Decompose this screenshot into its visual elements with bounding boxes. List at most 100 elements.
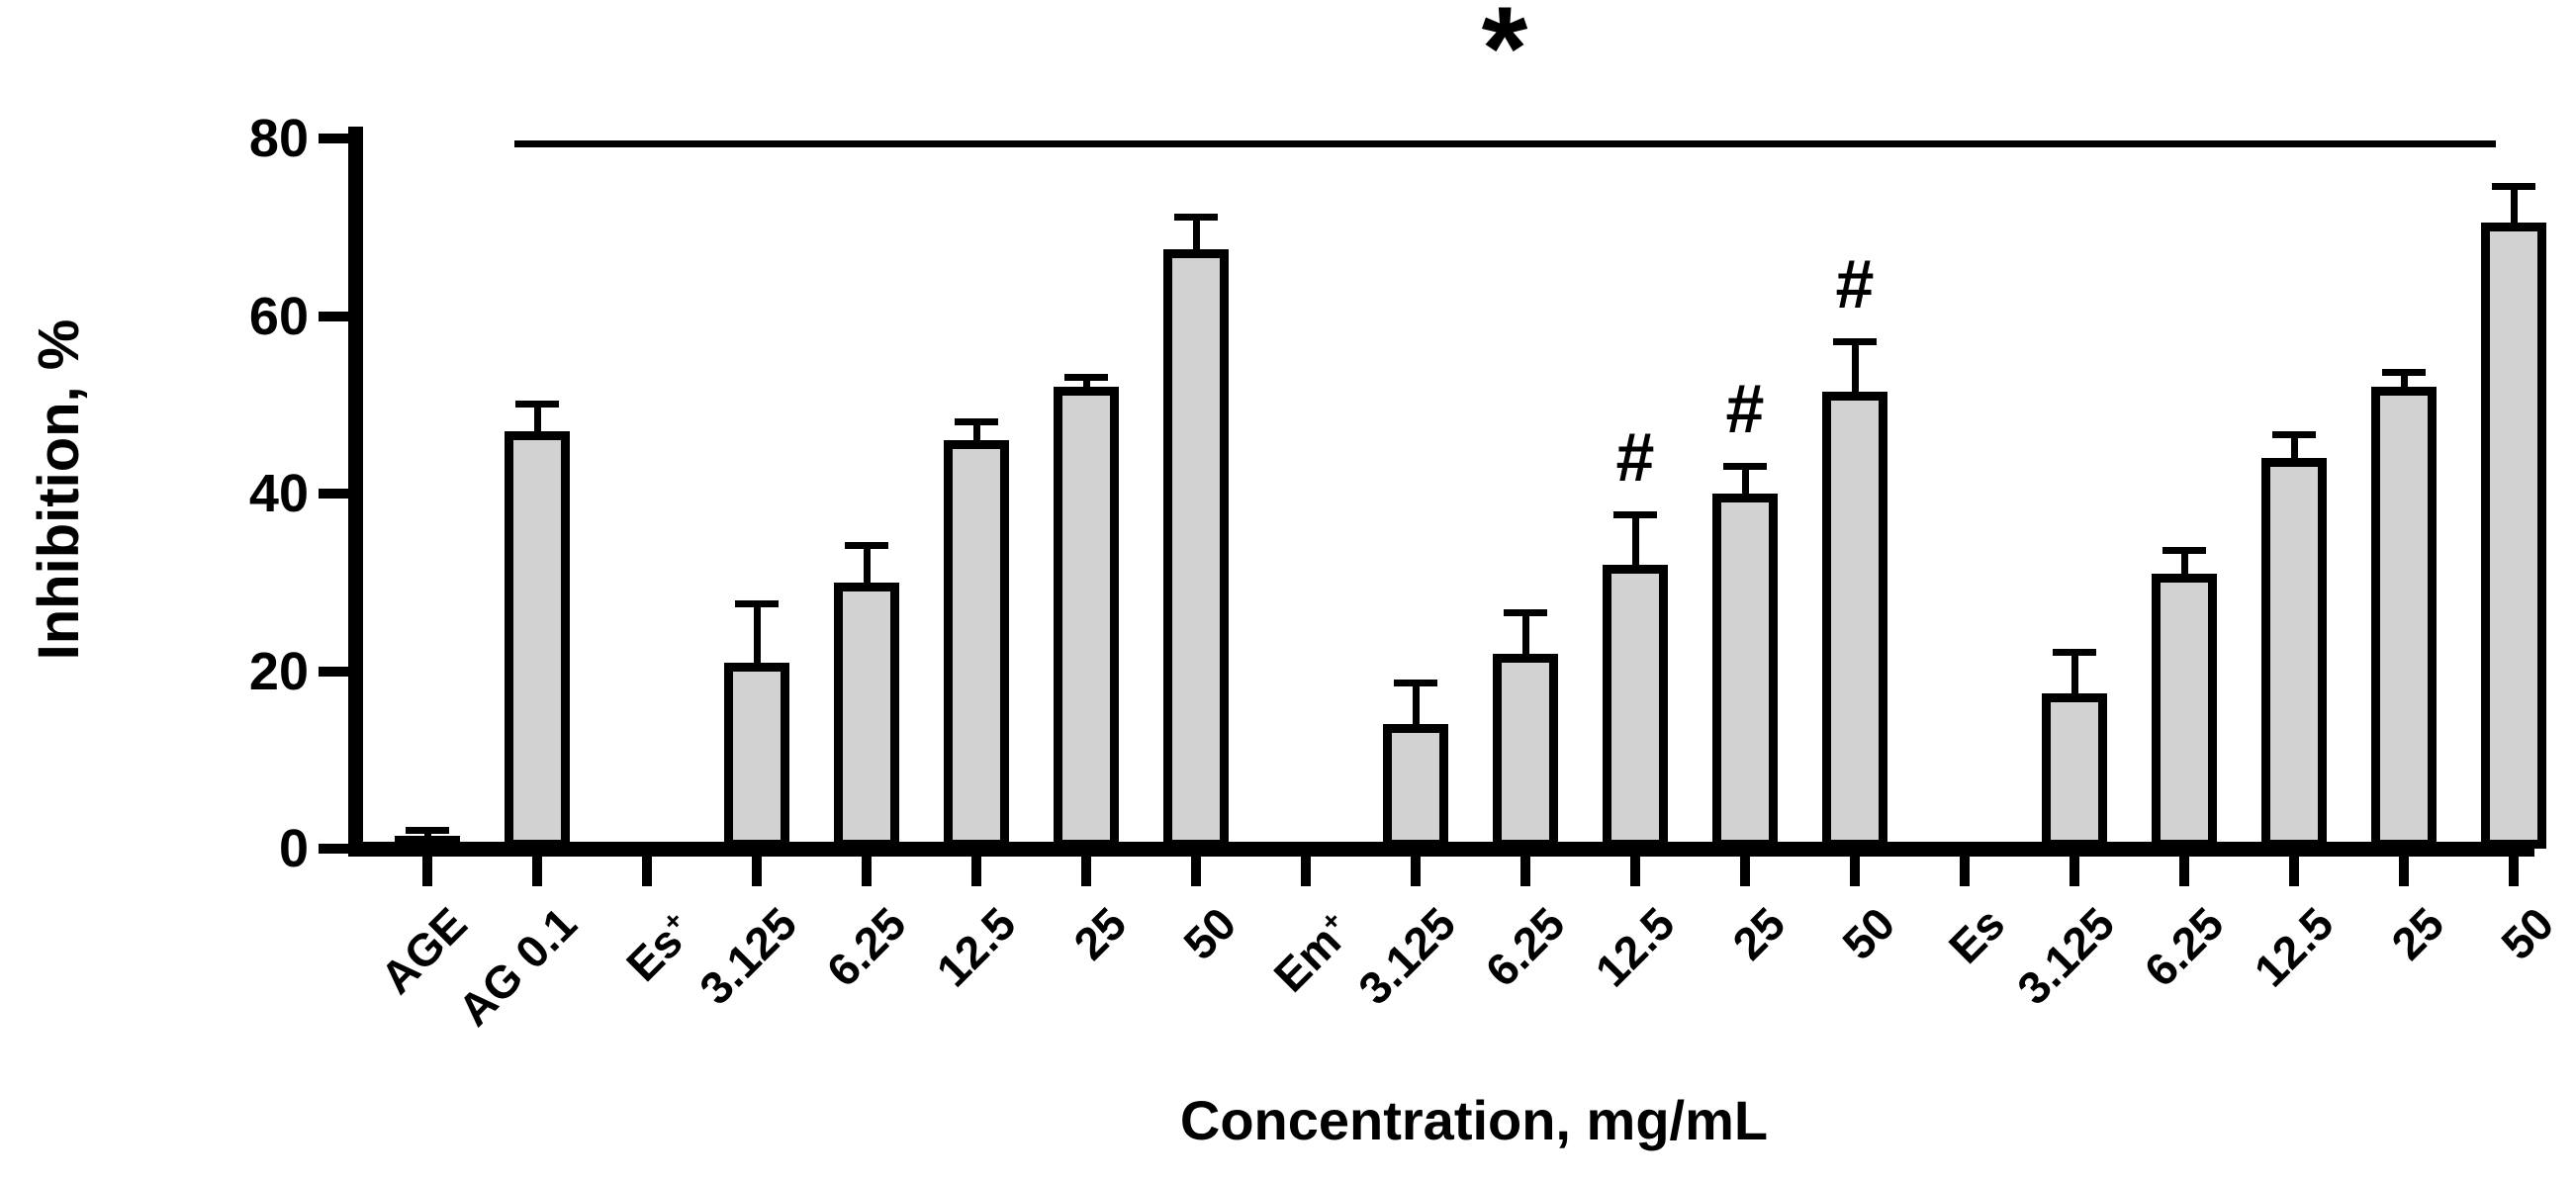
x-tick-label-text: Es+ [615, 904, 692, 991]
error-bar-cap [2492, 182, 2535, 190]
x-tick-label-text: 25 [1063, 897, 1137, 970]
significance-star: * [1481, 0, 1528, 115]
bar [1163, 249, 1229, 849]
error-bar [1192, 214, 1200, 255]
error-bar-cap [2382, 369, 2426, 377]
x-tick [1630, 857, 1640, 886]
x-tick [752, 857, 762, 886]
x-tick [1960, 857, 1970, 886]
bar [724, 662, 789, 849]
x-tick [1191, 857, 1201, 886]
error-bar-cap [1723, 462, 1767, 470]
error-bar [1521, 608, 1529, 659]
x-tick-label-text: 6.25 [816, 897, 917, 997]
x-tick [422, 857, 432, 886]
y-tick [319, 844, 348, 854]
x-tick-label-text: 3.125 [2006, 897, 2125, 1015]
x-tick [532, 857, 542, 886]
error-bar [1412, 680, 1420, 730]
bar [2481, 223, 2546, 849]
y-tick [319, 666, 348, 677]
error-bar [972, 417, 980, 446]
x-tick [2179, 857, 2189, 886]
bar [1712, 494, 1778, 849]
x-tick-label-text: 6.25 [1475, 897, 1576, 997]
bar [1493, 653, 1558, 849]
bar [2042, 692, 2107, 849]
error-bar [863, 542, 871, 588]
x-tick-label-text: 12.5 [2244, 897, 2345, 997]
x-tick-label-text: 50 [1173, 897, 1246, 970]
error-bar-cap [955, 417, 998, 425]
x-tick-label-text: 6.25 [2134, 897, 2235, 997]
x-tick [2399, 857, 2409, 886]
error-bar-cap [2272, 431, 2316, 439]
error-bar [2400, 369, 2408, 393]
bar [2261, 458, 2327, 849]
y-tick-label: 60 [248, 286, 309, 346]
bar [1822, 391, 1887, 849]
hash-annotation: # [1835, 244, 1875, 322]
x-tick-label-text: 25 [1722, 897, 1795, 970]
x-tick [971, 857, 981, 886]
error-bar-cap [1394, 680, 1437, 687]
y-tick-label: 80 [248, 109, 309, 168]
error-bar [533, 400, 541, 437]
x-tick [2509, 857, 2519, 886]
y-tick [319, 489, 348, 499]
bar [2152, 573, 2217, 849]
x-tick [1301, 857, 1311, 886]
x-tick [1081, 857, 1091, 886]
x-tick-label-text: 25 [2381, 897, 2454, 970]
bar [1054, 387, 1119, 849]
error-bar-cap [406, 826, 449, 834]
error-bar-cap [1504, 608, 1547, 616]
error-bar [2070, 649, 2078, 698]
error-bar-cap [735, 599, 779, 607]
hash-annotation: # [1615, 417, 1655, 496]
bar [1603, 564, 1668, 849]
error-bar-cap [2162, 546, 2206, 554]
y-tick-label: 20 [248, 641, 309, 701]
y-tick [319, 134, 348, 143]
error-bar-cap [1833, 337, 1877, 345]
x-tick-label-text: 3.125 [689, 897, 807, 1015]
x-tick-label-text: 12.5 [1585, 897, 1686, 997]
error-bar [753, 599, 761, 668]
x-tick [1740, 857, 1750, 886]
bar [505, 431, 570, 849]
x-tick-label-text: Em+ [1263, 904, 1351, 1002]
error-bar [2510, 182, 2518, 228]
x-tick [2070, 857, 2079, 886]
x-tick-label-text: 50 [2491, 897, 2564, 970]
y-tick [319, 311, 348, 321]
bar [944, 440, 1009, 849]
bar [2371, 387, 2437, 849]
error-bar-cap [845, 542, 888, 550]
hash-annotation: # [1725, 369, 1765, 447]
y-axis-line [348, 127, 363, 857]
x-tick [1411, 857, 1421, 886]
error-bar-cap [515, 400, 559, 408]
x-tick [1850, 857, 1860, 886]
error-bar-cap [1613, 510, 1657, 518]
x-tick-label-text: 50 [1832, 897, 1905, 970]
x-tick [2289, 857, 2299, 886]
bar [834, 582, 899, 849]
error-bar [2180, 546, 2188, 579]
error-bar-cap [1064, 373, 1108, 381]
x-tick-label-text: 3.125 [1347, 897, 1466, 1015]
x-tick [862, 857, 872, 886]
error-bar [1631, 510, 1639, 570]
bar [395, 835, 460, 849]
bar [1383, 724, 1448, 849]
x-tick [1520, 857, 1530, 886]
x-tick [642, 857, 652, 886]
x-tick-label-text: 12.5 [926, 897, 1027, 997]
error-bar-cap [2053, 649, 2096, 657]
error-bar [2290, 431, 2298, 464]
error-bar [1741, 462, 1749, 499]
x-tick-label-text: AG 0.1 [448, 897, 588, 1037]
